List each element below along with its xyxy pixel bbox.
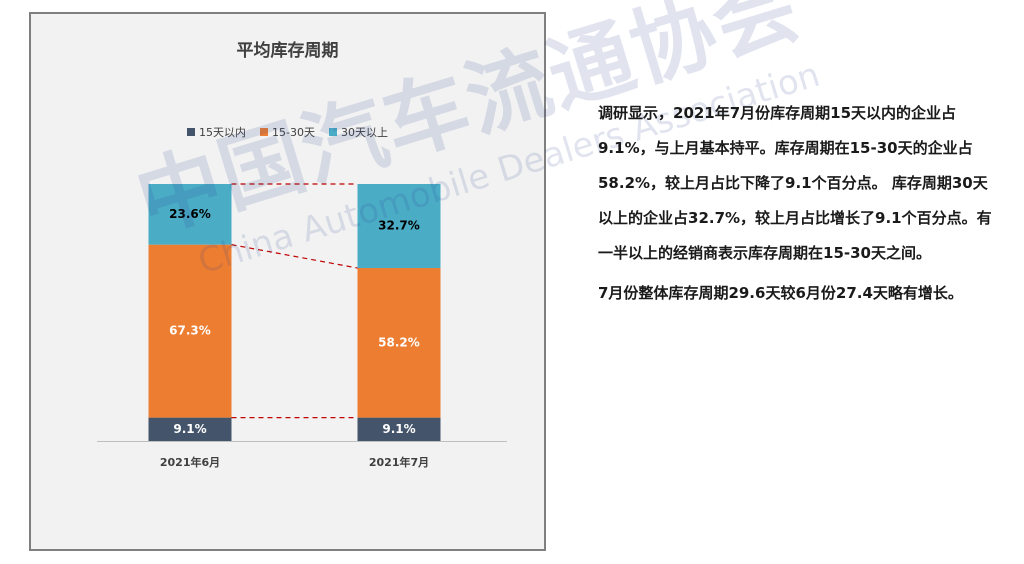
- legend-label-15-30: 15-30天: [272, 126, 315, 139]
- connector-line-2: [231, 244, 358, 269]
- legend-item-under-15: 15天以内: [187, 124, 246, 140]
- x-tick-label-1: 2021年7月: [369, 455, 429, 469]
- legend-item-15-30: 15-30天: [260, 124, 315, 140]
- legend-label-over-30: 30天以上: [340, 126, 388, 139]
- summary-paragraph-1: 调研显示，2021年7月份库存周期15天以内的企业占9.1%，与上月基本持平。库…: [598, 104, 992, 262]
- data-label-0-0: 9.1%: [173, 422, 206, 436]
- bar-segment-0-2: [148, 184, 232, 245]
- bar-segment-0-1: [148, 244, 232, 418]
- legend: 15天以内 15-30天 30天以上: [31, 124, 544, 140]
- legend-item-over-30: 30天以上: [328, 124, 388, 140]
- summary-paragraph-2: 7月份整体库存周期29.6天较6月份27.4天略有增长。: [598, 284, 963, 302]
- bar-segment-0-0: [148, 417, 232, 441]
- legend-swatch-15-30: [260, 128, 269, 136]
- data-label-1-1: 58.2%: [378, 335, 420, 349]
- legend-label-under-15: 15天以内: [199, 126, 247, 139]
- data-label-1-2: 32.7%: [378, 219, 420, 233]
- legend-swatch-over-30: [328, 128, 337, 136]
- bar-segment-1-1: [357, 268, 441, 418]
- bar-segment-1-2: [357, 184, 441, 269]
- chart-panel: 平均库存周期 15天以内 15-30天 30天以上 9.1% 67.3% 23.6%…: [29, 12, 546, 551]
- x-tick-label-0: 2021年6月: [160, 455, 220, 469]
- summary-text: 调研显示，2021年7月份库存周期15天以内的企业占9.1%，与上月基本持平。库…: [598, 96, 994, 313]
- chart-title: 平均库存周期: [236, 41, 339, 61]
- data-label-0-1: 67.3%: [169, 324, 211, 338]
- bar-segment-1-0: [357, 417, 441, 441]
- legend-swatch-under-15: [187, 128, 196, 136]
- stacked-bar-plot: 9.1% 67.3% 23.6% 2021年6月 9.1% 58.2% 32.7% 2021年…: [97, 183, 507, 469]
- data-label-1-0: 9.1%: [382, 422, 415, 436]
- data-label-0-2: 23.6%: [169, 207, 211, 221]
